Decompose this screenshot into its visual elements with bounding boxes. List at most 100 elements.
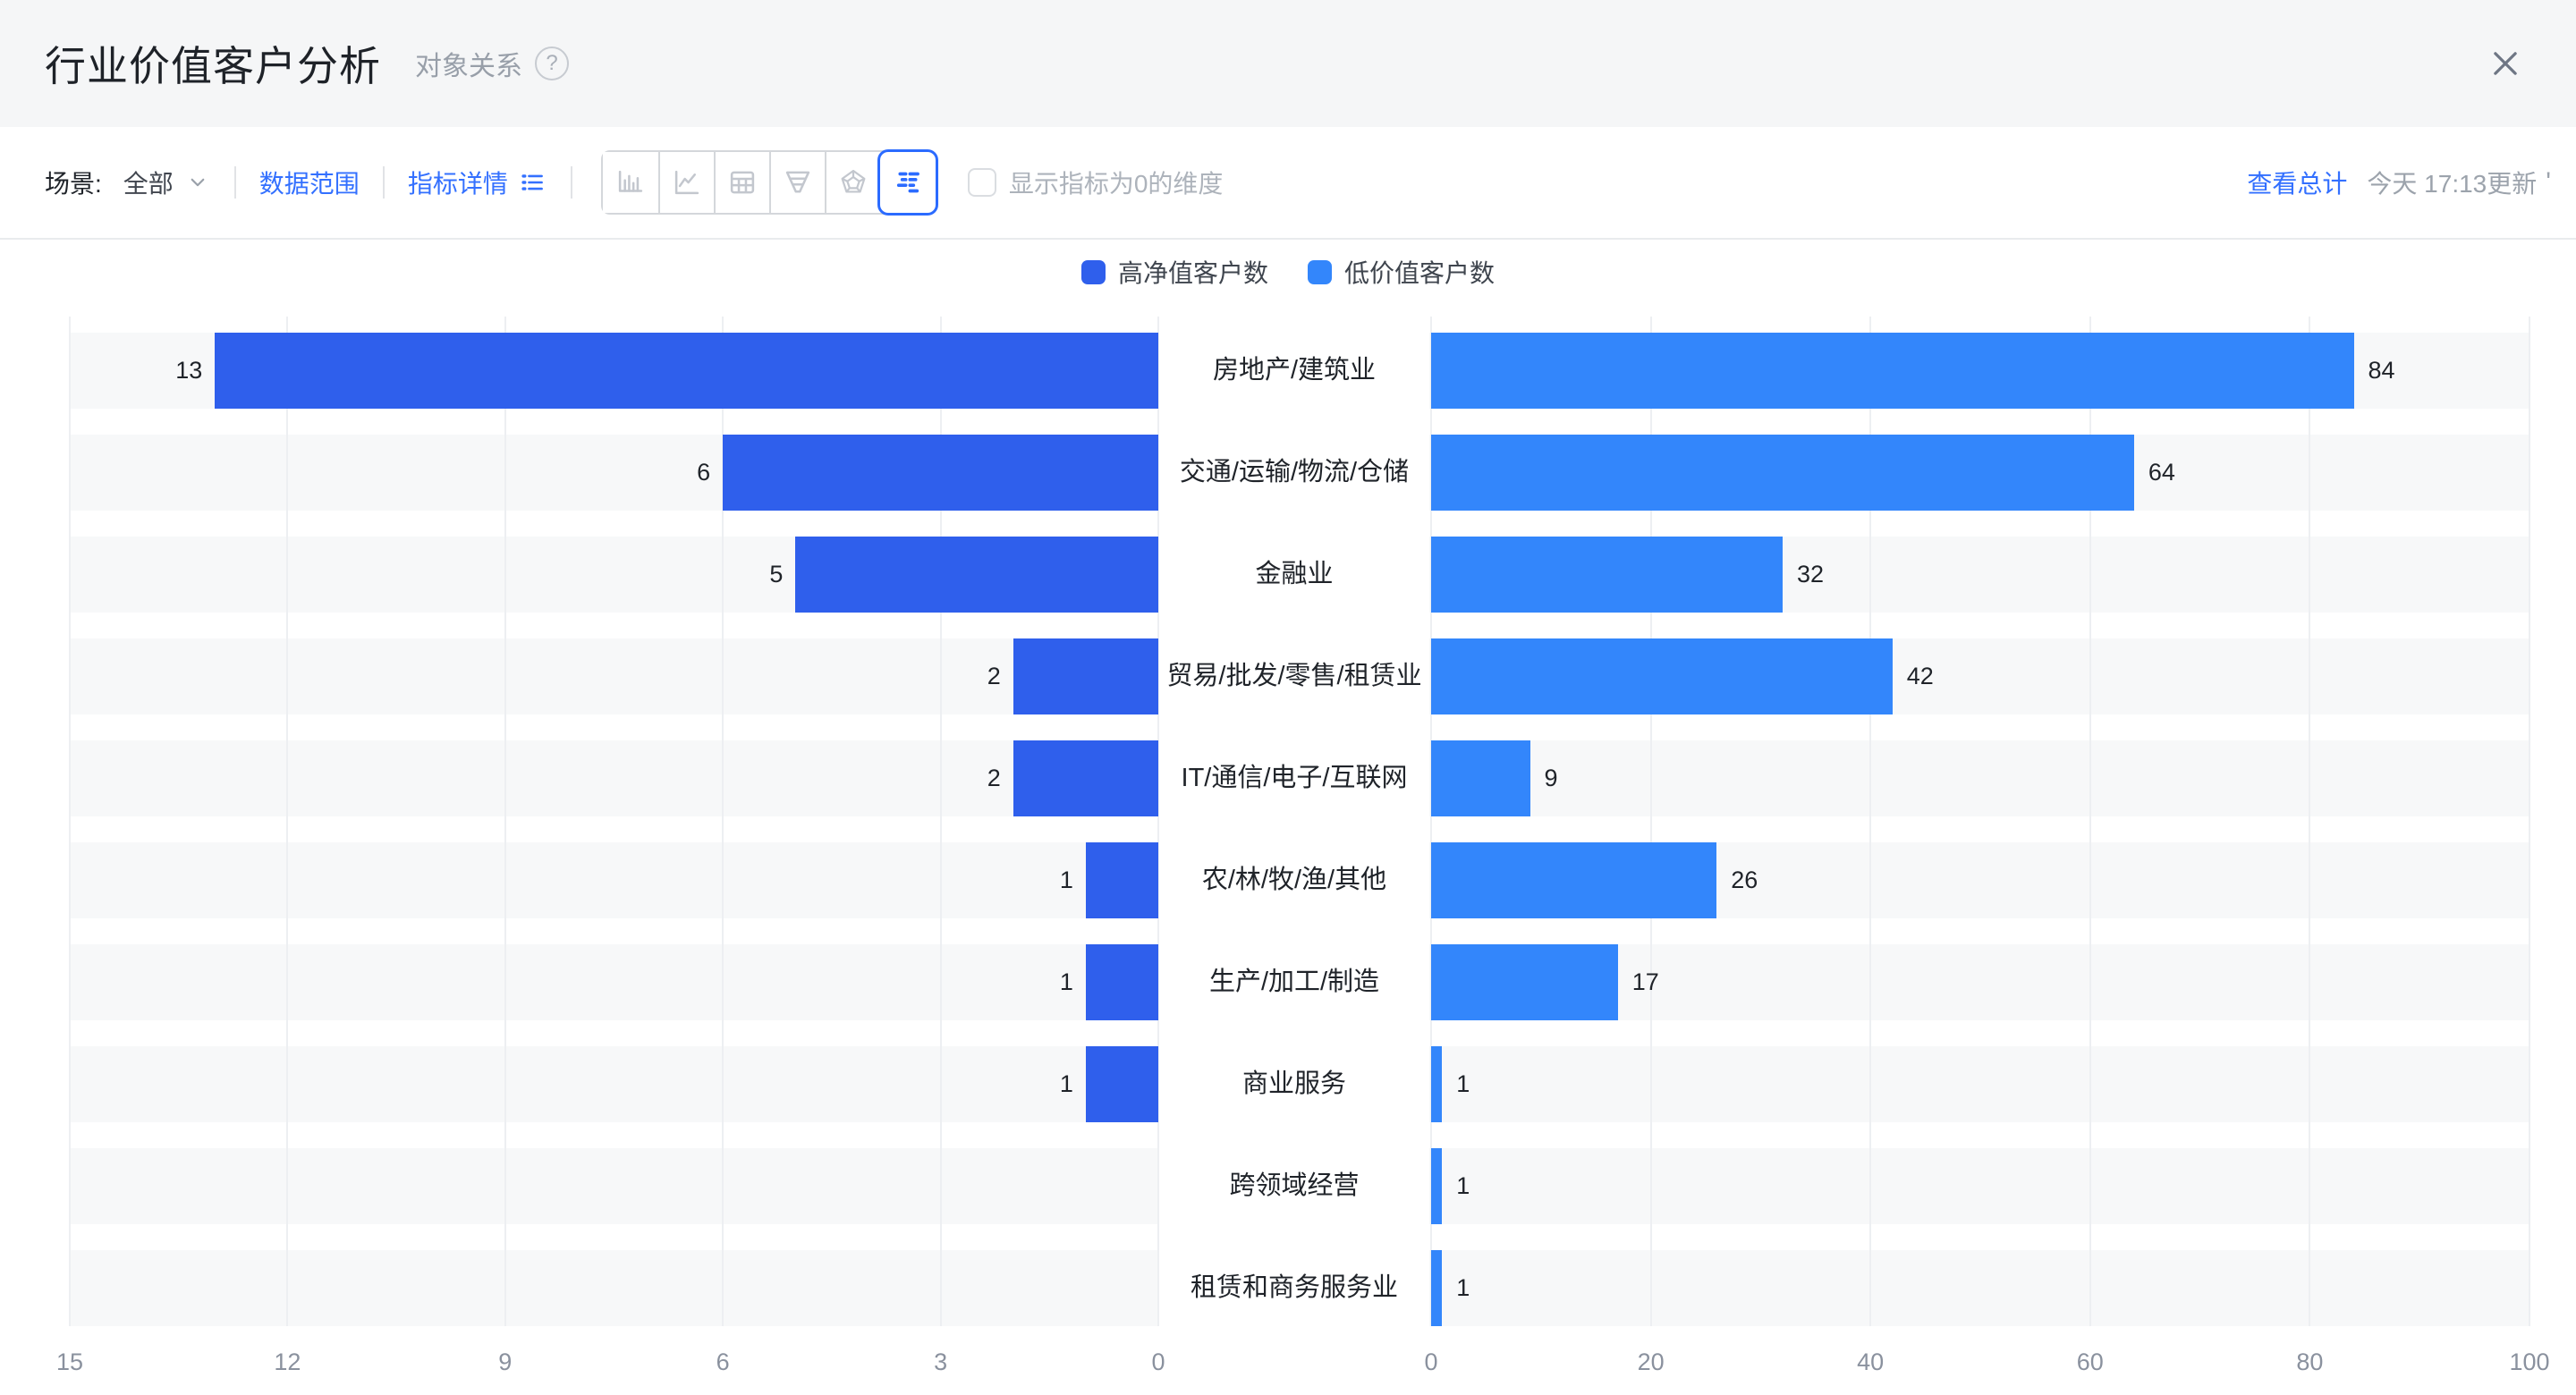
bar-right[interactable] xyxy=(1431,1250,1443,1326)
legend-item[interactable]: 高净值客户数 xyxy=(1080,254,1268,290)
table-icon[interactable] xyxy=(713,152,769,213)
category-label: 交通/运输/物流/仓储 xyxy=(1179,458,1410,486)
bar-right[interactable] xyxy=(1431,333,2354,409)
bar-right[interactable] xyxy=(1431,537,1783,613)
refresh-icon-partial: ' xyxy=(2546,167,2551,197)
metric-detail-button[interactable]: 指标详情 xyxy=(407,170,508,198)
axis-tick-right: 100 xyxy=(2509,1348,2550,1375)
bar-left[interactable] xyxy=(215,333,1158,409)
bar-right[interactable] xyxy=(1431,944,1618,1020)
axis-tick-left: 6 xyxy=(716,1348,730,1375)
toolbar-divider xyxy=(382,166,385,199)
axis-tick-right: 60 xyxy=(2076,1348,2104,1375)
value-label-right: 32 xyxy=(1796,561,1824,588)
axis-tick-right: 20 xyxy=(1637,1348,1665,1375)
bar-right[interactable] xyxy=(1431,1046,1443,1122)
gridline xyxy=(2089,317,2091,1326)
category-label: 跨领域经营 xyxy=(1229,1171,1360,1200)
bar-left[interactable] xyxy=(1085,944,1158,1020)
category-label-column xyxy=(1159,317,1429,1326)
category-label: 生产/加工/制造 xyxy=(1208,968,1380,996)
bar-right[interactable] xyxy=(1431,842,1717,918)
axis-tick-left: 12 xyxy=(274,1348,301,1375)
toolbar-divider xyxy=(233,166,236,199)
value-label-left: 1 xyxy=(1059,867,1073,893)
axis-tick-left: 9 xyxy=(498,1348,513,1375)
bar-chart-icon[interactable] xyxy=(602,152,658,213)
bar-left[interactable] xyxy=(1085,842,1158,918)
updated-timestamp: 今天 17:13更新 xyxy=(2367,170,2538,198)
bar-right[interactable] xyxy=(1431,638,1893,714)
view-total-link[interactable]: 查看总计 xyxy=(2247,170,2348,198)
value-label-right: 17 xyxy=(1631,968,1659,995)
gridline xyxy=(722,317,724,1326)
metric-list-icon[interactable] xyxy=(517,167,547,198)
legend-item[interactable]: 低价值客户数 xyxy=(1308,254,1495,290)
gridline xyxy=(286,317,289,1326)
gridline xyxy=(1157,317,1159,1326)
help-icon[interactable]: ? xyxy=(535,46,569,80)
toolbar: 场景: 全部 数据范围 指标详情 xyxy=(0,127,2576,240)
bar-left[interactable] xyxy=(1085,1046,1158,1122)
value-label-right: 84 xyxy=(2368,357,2395,384)
category-label: 房地产/建筑业 xyxy=(1212,356,1377,385)
value-label-right: 1 xyxy=(1456,1172,1470,1199)
gridline xyxy=(2529,317,2530,1326)
data-range-button[interactable]: 数据范围 xyxy=(258,170,360,198)
axis-tick-left: 0 xyxy=(1151,1348,1165,1375)
chart-type-switcher xyxy=(600,150,937,215)
value-label-right: 1 xyxy=(1456,1070,1470,1097)
value-label-left: 1 xyxy=(1059,1070,1073,1097)
bar-right[interactable] xyxy=(1431,740,1530,816)
legend-swatch xyxy=(1080,259,1106,284)
gridline xyxy=(1869,317,1872,1326)
toolbar-right: 查看总计 今天 17:13更新 ' xyxy=(2247,165,2551,200)
titlebar: 行业价值客户分析 对象关系 ? xyxy=(0,0,2576,127)
object-relation-label: 对象关系 xyxy=(415,52,522,81)
gridline xyxy=(1649,317,1652,1326)
axis-tick-right: 0 xyxy=(1424,1348,1438,1375)
legend-label: 高净值客户数 xyxy=(1117,259,1268,287)
value-label-right: 1 xyxy=(1456,1274,1470,1301)
value-label-right: 26 xyxy=(1731,867,1758,893)
category-label: IT/通信/电子/互联网 xyxy=(1181,764,1408,792)
radar-icon[interactable] xyxy=(824,152,880,213)
axis-tick-right: 80 xyxy=(2296,1348,2324,1375)
value-label-left: 1 xyxy=(1059,968,1073,995)
funnel-icon[interactable] xyxy=(768,152,825,213)
axis-tick-right: 40 xyxy=(1857,1348,1885,1375)
bar-left[interactable] xyxy=(723,435,1158,511)
axis-tick-left: 3 xyxy=(934,1348,948,1375)
legend-swatch xyxy=(1308,259,1332,284)
value-label-right: 9 xyxy=(1544,765,1558,791)
toolbar-divider xyxy=(570,166,572,199)
bar-right[interactable] xyxy=(1431,1148,1443,1224)
value-label-right: 64 xyxy=(2148,459,2175,486)
category-label: 金融业 xyxy=(1255,560,1334,588)
value-label-left: 2 xyxy=(987,663,1001,689)
gridline xyxy=(1430,317,1432,1326)
category-label: 租赁和商务服务业 xyxy=(1190,1273,1398,1302)
chevron-down-icon[interactable] xyxy=(184,169,211,196)
gridline xyxy=(939,317,942,1326)
category-label: 商业服务 xyxy=(1241,1070,1346,1098)
value-label-left: 6 xyxy=(697,459,711,486)
value-label-left: 5 xyxy=(769,561,784,588)
zero-dimension-checkbox-label[interactable]: 显示指标为0的维度 xyxy=(1008,170,1224,198)
zero-dimension-checkbox[interactable] xyxy=(967,168,996,197)
value-label-left: 13 xyxy=(175,357,203,384)
gridline xyxy=(69,317,71,1326)
close-icon[interactable] xyxy=(2485,43,2526,84)
category-label: 贸易/批发/零售/租赁业 xyxy=(1166,662,1422,690)
tornado-icon[interactable] xyxy=(879,152,936,213)
value-label-right: 42 xyxy=(1906,663,1934,689)
bar-left[interactable] xyxy=(1013,740,1158,816)
line-chart-icon[interactable] xyxy=(657,152,714,213)
bar-left[interactable] xyxy=(795,537,1158,613)
bar-right[interactable] xyxy=(1431,435,2134,511)
scene-select[interactable]: 全部 xyxy=(123,170,174,198)
gridline xyxy=(2309,317,2311,1326)
bar-left[interactable] xyxy=(1013,638,1158,714)
gridline xyxy=(504,317,506,1326)
